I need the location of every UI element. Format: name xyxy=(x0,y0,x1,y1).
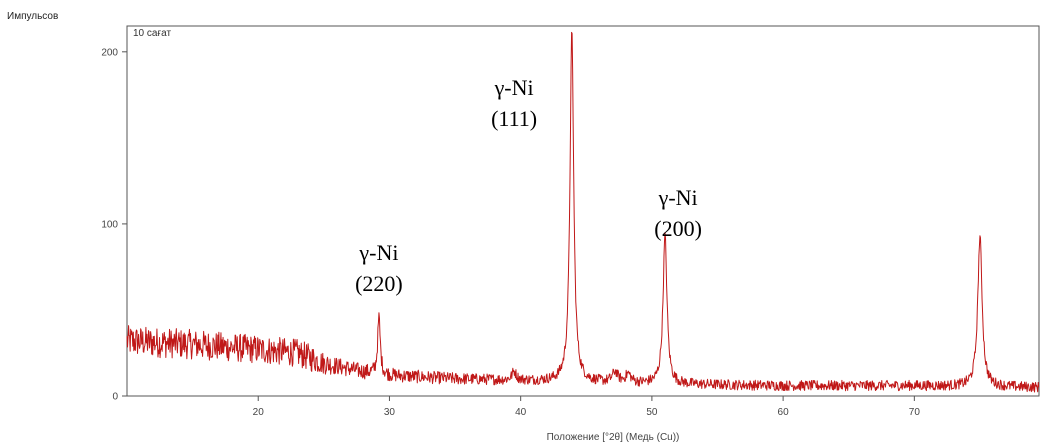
y-axis: 0 100 200 xyxy=(101,47,127,403)
peak-annotation-line: (200) xyxy=(654,216,702,241)
x-tick-label: 70 xyxy=(909,407,921,418)
peak-annotation: γ-Ni (111) xyxy=(491,75,537,131)
peak-annotation-line: (220) xyxy=(355,271,403,296)
y-tick-label: 100 xyxy=(101,219,118,230)
x-tick-label: 60 xyxy=(778,407,790,418)
x-tick-label: 50 xyxy=(646,407,658,418)
y-tick-label: 200 xyxy=(101,47,118,58)
peak-annotation: γ-Ni (200) xyxy=(654,185,702,241)
peak-annotation-line: γ-Ni xyxy=(658,185,698,210)
x-tick-label: 40 xyxy=(515,407,527,418)
peak-annotation-line: γ-Ni xyxy=(358,240,398,265)
x-axis: 20 30 40 50 60 70 xyxy=(253,396,921,418)
peak-annotation: γ-Ni (220) xyxy=(355,240,403,296)
peak-annotation-line: γ-Ni xyxy=(494,75,534,100)
x-tick-label: 20 xyxy=(253,407,265,418)
y-axis-label: Импульсов xyxy=(7,11,58,22)
x-tick-label: 30 xyxy=(384,407,396,418)
plot-frame xyxy=(126,25,1040,397)
diffraction-pattern-line xyxy=(126,31,1040,393)
x-axis-label: Положение [°2θ] (Медь (Cu)) xyxy=(547,432,680,443)
peak-annotation-line: (111) xyxy=(491,106,537,131)
peak-annotations: γ-Ni (220) γ-Ni (111) γ-Ni (200) xyxy=(355,75,702,296)
y-tick-label: 0 xyxy=(112,392,118,403)
panel-label: 10 сағат xyxy=(133,28,171,39)
